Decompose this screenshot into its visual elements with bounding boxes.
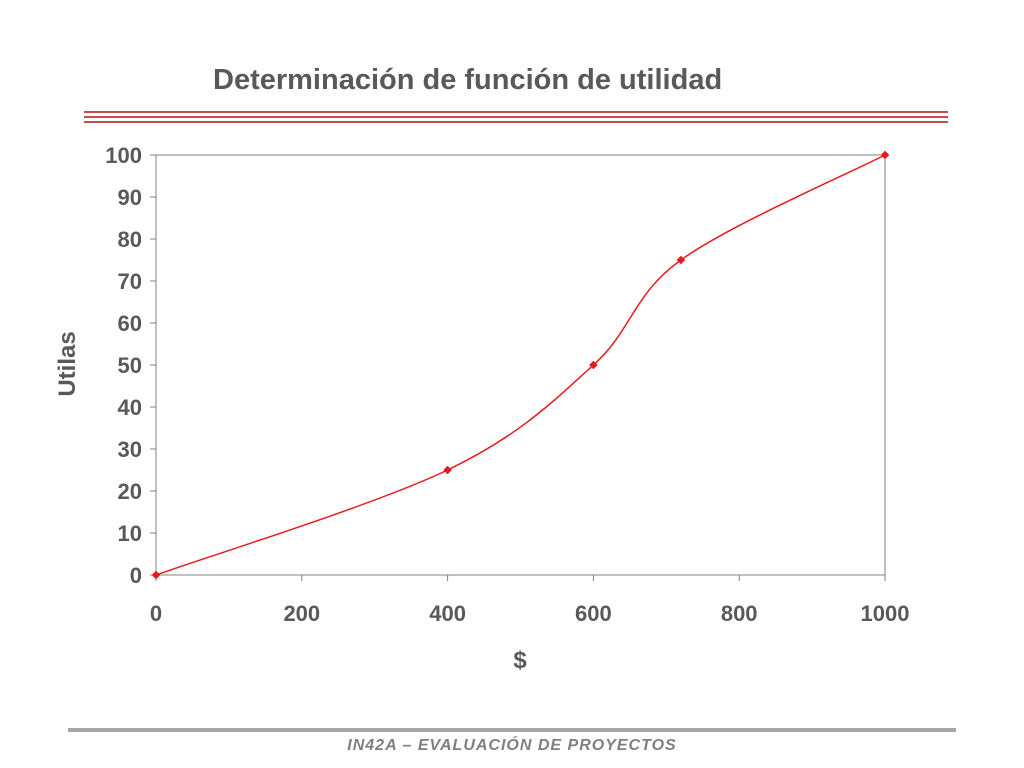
utility-chart: 0 10 20 30 40 50 60 70 80 90 100 0 200 400 600 800 1000… [54, 143, 910, 674]
data-point [151, 570, 161, 580]
x-axis-label: $ [513, 647, 527, 674]
y-tick-label: 50 [118, 353, 142, 378]
x-tick-label: 400 [429, 601, 466, 626]
x-tick-label: 200 [283, 601, 320, 626]
plot-area [155, 154, 886, 576]
y-tick-label: 60 [118, 311, 142, 336]
y-axis-label: Utilas [54, 331, 81, 396]
y-tick-label: 70 [118, 269, 142, 294]
y-tick-label: 0 [130, 563, 142, 588]
data-point [880, 150, 890, 160]
y-tick-label: 20 [118, 479, 142, 504]
data-point [443, 465, 452, 475]
title-divider [84, 111, 948, 123]
x-tick-label: 0 [150, 601, 162, 626]
slide-title: Determinación de función de utilidad [213, 64, 723, 96]
x-tick-label: 1000 [861, 601, 910, 626]
data-point [676, 255, 686, 265]
y-tick-label: 30 [118, 437, 142, 462]
footer-divider [68, 728, 956, 732]
data-point [589, 360, 598, 370]
y-tick-label: 100 [105, 143, 142, 168]
y-tick-label: 10 [118, 521, 142, 546]
y-tick-label: 90 [118, 185, 142, 210]
footer-text: IN42A – EVALUACIÓN DE PROYECTOS [347, 737, 677, 754]
y-tick-label: 80 [118, 227, 142, 252]
data-markers [151, 150, 890, 580]
x-tick-label: 800 [721, 601, 758, 626]
y-tick-label: 40 [118, 395, 142, 420]
x-tick-label: 600 [575, 601, 612, 626]
utility-curve [155, 154, 886, 576]
y-axis: 0 10 20 30 40 50 60 70 80 90 100 [105, 143, 156, 588]
plot-frame [155, 154, 886, 576]
x-axis: 0 200 400 600 800 1000 [150, 575, 910, 626]
